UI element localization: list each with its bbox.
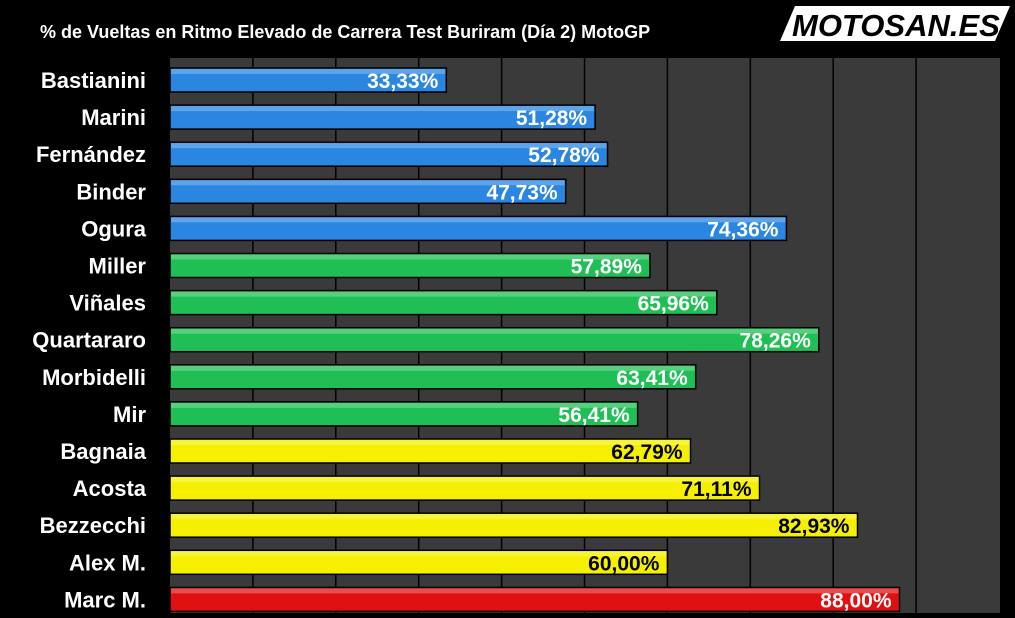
bar	[169, 586, 901, 613]
category-label: Morbidelli	[42, 365, 146, 390]
value-label: 63,41%	[616, 367, 688, 390]
bar	[169, 326, 820, 353]
value-label: 65,96%	[638, 293, 710, 316]
value-label: 51,28%	[516, 107, 588, 130]
category-label: Ogura	[81, 216, 147, 241]
bar	[169, 401, 639, 427]
value-label: 56,41%	[558, 404, 630, 427]
logo-background	[780, 6, 1010, 41]
category-label: Marini	[81, 105, 146, 130]
bar-highlight	[171, 588, 899, 594]
category-label: Bezzecchi	[40, 513, 146, 538]
bar-highlight	[171, 69, 446, 74]
value-label: 62,79%	[611, 441, 683, 464]
category-label: Miller	[89, 254, 147, 279]
chart-title: % de Vueltas en Ritmo Elevado de Carrera…	[40, 22, 650, 42]
value-label: 74,36%	[707, 218, 779, 241]
bar	[169, 438, 692, 464]
value-label: 57,89%	[571, 256, 643, 279]
bar-highlight	[171, 514, 857, 520]
bar	[169, 364, 697, 390]
bar-highlight	[171, 291, 716, 297]
value-label: 60,00%	[588, 552, 660, 575]
bar-highlight	[171, 217, 786, 223]
value-label: 52,78%	[528, 144, 600, 167]
bar	[169, 252, 651, 279]
bar	[169, 141, 609, 167]
bar	[169, 178, 567, 205]
value-label: 33,33%	[367, 70, 439, 93]
value-label: 71,11%	[681, 478, 751, 501]
bar-highlight	[171, 328, 818, 334]
category-label: Bagnaia	[60, 439, 146, 464]
value-label: 47,73%	[486, 181, 558, 204]
bar	[169, 104, 596, 130]
category-label: Marc M.	[64, 587, 146, 612]
bar-highlight	[171, 143, 607, 149]
category-label: Alex M.	[69, 550, 146, 575]
category-label: Bastianini	[41, 68, 146, 93]
bar-highlight	[171, 254, 649, 260]
value-label: 88,00%	[820, 589, 892, 612]
bar	[169, 549, 669, 576]
bar	[169, 475, 761, 501]
category-labels: Bastianini Marini Fernández Binder Ogura Mill…	[32, 68, 146, 612]
bar-highlight	[171, 402, 637, 408]
bar-highlight	[171, 440, 690, 445]
bar-highlight	[171, 365, 695, 371]
value-labels: 33,33% 51,28% 52,78% 47,73% 74,36% 57,89% 65,9…	[367, 70, 892, 612]
bar-highlight	[171, 180, 565, 186]
category-label: Fernández	[36, 142, 146, 167]
value-label: 82,93%	[778, 515, 850, 538]
bar	[169, 289, 718, 316]
logo-text: MOTOSAN.ES	[792, 8, 1000, 43]
bar-highlight	[171, 551, 667, 557]
bars	[169, 67, 901, 613]
category-label: Mir	[113, 402, 146, 427]
bar	[169, 67, 448, 93]
category-label: Binder	[76, 179, 146, 204]
category-label: Quartararo	[32, 328, 146, 353]
bar-highlight	[171, 106, 595, 112]
value-label: 78,26%	[740, 330, 812, 353]
category-label: Acosta	[73, 476, 147, 501]
category-label: Viñales	[69, 291, 146, 316]
logo: MOTOSAN.ES	[780, 6, 1010, 43]
bar	[169, 215, 788, 242]
bar-highlight	[171, 477, 759, 483]
bar	[169, 512, 859, 538]
